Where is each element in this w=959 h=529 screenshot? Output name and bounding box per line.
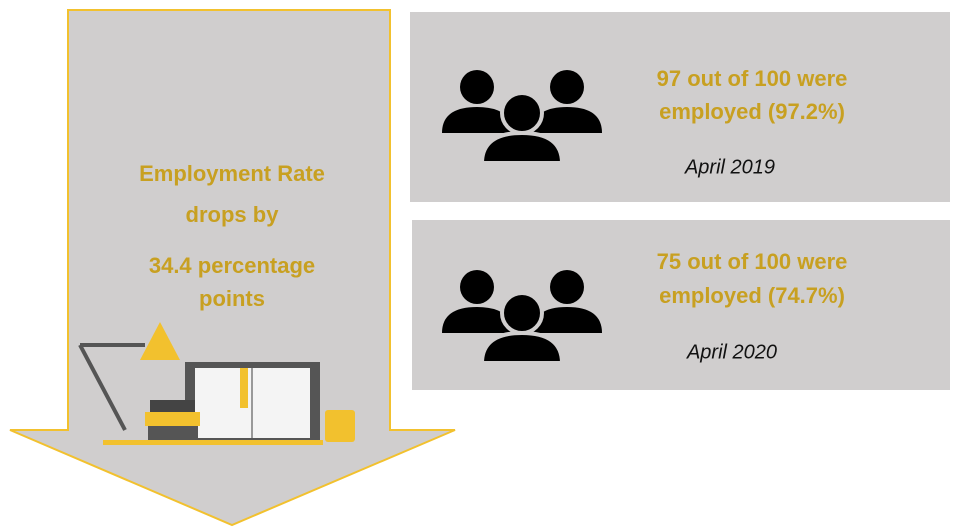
arrow-text: Employment Rate xyxy=(139,161,325,186)
card-date: April 2019 xyxy=(684,156,775,178)
arrow xyxy=(9,9,456,527)
arrow-text: drops by xyxy=(186,202,280,227)
card-text: employed (74.7%) xyxy=(659,283,845,308)
arrow-text: 34.4 percentage xyxy=(149,253,315,278)
card-text: 97 out of 100 were xyxy=(657,66,848,91)
card xyxy=(410,12,950,202)
card-text: employed (97.2%) xyxy=(659,99,845,124)
card-text: 75 out of 100 were xyxy=(657,249,848,274)
card-date: April 2020 xyxy=(686,341,777,363)
arrow-text: points xyxy=(199,286,265,311)
desk-illustration xyxy=(78,322,355,445)
